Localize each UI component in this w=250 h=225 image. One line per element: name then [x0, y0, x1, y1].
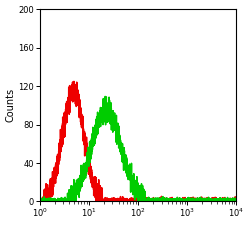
Y-axis label: Counts: Counts: [6, 88, 16, 122]
